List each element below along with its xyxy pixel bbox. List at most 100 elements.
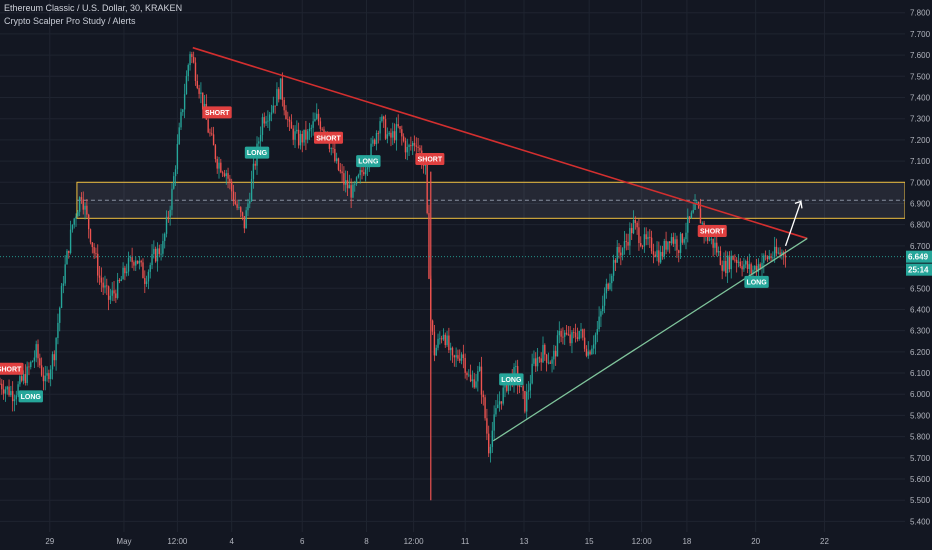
y-tick-label: 6.400	[910, 305, 931, 314]
candle-body	[616, 247, 618, 263]
candle-body	[106, 285, 108, 287]
candle-body	[375, 133, 378, 145]
candle-body	[227, 173, 229, 179]
candle-body	[630, 228, 633, 234]
candle-body	[247, 203, 249, 211]
candle-body	[109, 295, 112, 300]
candle-body	[51, 354, 54, 370]
candle-body	[777, 252, 779, 254]
price-axis[interactable]: 7.800 7.700 7.600 7.500 7.400 7.300 7.200 7.100…	[905, 0, 932, 550]
candle-body	[388, 132, 390, 135]
candle-body	[554, 350, 557, 357]
candle-body	[343, 173, 345, 185]
candle-body	[59, 307, 61, 323]
candle-body	[643, 234, 646, 247]
candle-body	[745, 261, 747, 265]
candle-body	[118, 279, 121, 282]
candle-body	[627, 241, 629, 246]
candle-body	[634, 219, 637, 223]
candle-body	[730, 255, 732, 270]
candle-body	[529, 383, 532, 391]
candle-body	[345, 180, 347, 185]
candle-body	[279, 78, 282, 100]
candle-body	[192, 56, 195, 63]
candle-body	[145, 281, 148, 284]
candle-body	[216, 159, 218, 169]
candle-body	[399, 126, 401, 130]
candle-body	[495, 408, 497, 415]
candle-body	[757, 264, 760, 273]
candle-body	[497, 404, 499, 409]
candle-body	[283, 100, 285, 111]
candle-body	[310, 127, 313, 129]
candle-body	[13, 399, 16, 402]
candle-body	[346, 180, 349, 189]
y-tick-label: 6.300	[910, 327, 931, 336]
x-tick-label: 15	[585, 537, 594, 546]
candle-body	[129, 257, 132, 259]
candle-body	[547, 362, 550, 364]
candle-body	[330, 148, 332, 149]
candle-body	[636, 222, 638, 228]
candle-body	[545, 354, 548, 363]
y-tick-label: 7.600	[910, 51, 931, 60]
candle-body	[752, 269, 754, 274]
candle-body	[337, 158, 340, 170]
candle-body	[748, 264, 751, 269]
candle-body	[194, 62, 197, 81]
candle-body	[8, 386, 10, 396]
candle-body	[569, 334, 571, 344]
candle-body	[55, 338, 57, 361]
candle-body	[488, 433, 490, 454]
candle-body	[768, 256, 770, 260]
candle-body	[779, 252, 781, 255]
candle-body	[26, 366, 28, 383]
candle-body	[506, 380, 508, 391]
candle-body	[750, 264, 752, 274]
candle-body	[189, 54, 191, 66]
candle-body	[301, 134, 303, 143]
study-title[interactable]: Crypto Scalper Pro Study / Alerts	[4, 16, 136, 26]
candle-body	[527, 390, 530, 392]
y-tick-label: 5.900	[910, 411, 931, 420]
candle-body	[469, 374, 472, 382]
candle-body	[770, 256, 772, 259]
candle-body	[442, 334, 445, 340]
candle-body	[721, 265, 723, 271]
time-axis[interactable]: 29 May 12:00 4 6 8 12:00 11 13 15 12:00 18 20 22	[0, 532, 932, 550]
y-tick-label: 7.300	[910, 115, 931, 124]
candle-body	[77, 211, 79, 217]
candle-body	[473, 379, 475, 388]
x-tick-label: 29	[45, 537, 54, 546]
candle-body	[507, 381, 510, 391]
candle-body	[144, 278, 146, 284]
candle-body	[520, 386, 522, 387]
candle-body	[165, 216, 168, 234]
candle-body	[491, 430, 494, 447]
candle-body	[124, 267, 126, 274]
candle-body	[178, 127, 180, 145]
candle-body	[176, 144, 179, 170]
candle-body	[775, 246, 778, 254]
resistance-zone	[76, 181, 906, 219]
candle-body	[187, 65, 189, 77]
candle-body	[214, 145, 217, 160]
candle-body	[174, 169, 177, 177]
candle-body	[772, 257, 774, 259]
candle-body	[229, 178, 231, 182]
candle-body	[480, 366, 483, 395]
candle-body	[650, 237, 653, 252]
candle-body	[471, 379, 474, 382]
candle-body	[583, 337, 586, 349]
candle-body	[390, 132, 392, 138]
candle-body	[97, 253, 99, 276]
candle-body	[573, 332, 575, 334]
candle-body	[350, 185, 352, 198]
candle-body	[781, 252, 783, 255]
x-tick-label: 18	[682, 537, 691, 546]
candle-body	[93, 247, 95, 254]
candle-body	[725, 260, 727, 274]
candle-body	[319, 121, 322, 129]
candle-body	[138, 260, 141, 264]
